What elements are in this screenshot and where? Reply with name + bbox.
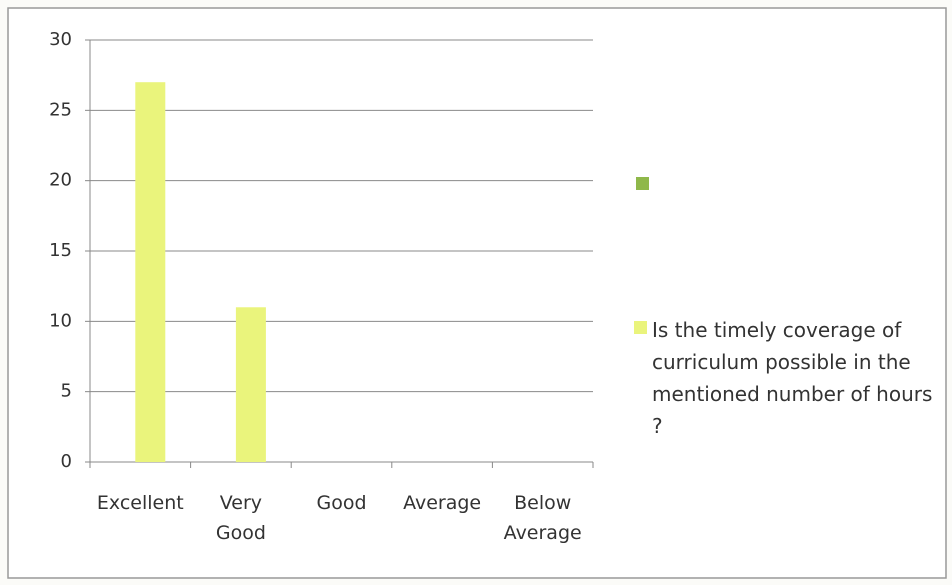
x-tick-label: Below Average bbox=[503, 492, 582, 544]
y-tick-label: 20 bbox=[49, 170, 72, 191]
y-tick-label: 10 bbox=[49, 310, 72, 331]
y-tick-label: 30 bbox=[49, 29, 72, 50]
y-tick-label: 15 bbox=[49, 240, 72, 261]
y-tick-label: 0 bbox=[61, 451, 72, 472]
legend-marker bbox=[634, 321, 647, 334]
x-tick-label: Average bbox=[403, 492, 482, 514]
bar bbox=[135, 82, 166, 462]
x-tick-label: Excellent bbox=[96, 492, 184, 514]
y-tick-label: 5 bbox=[61, 381, 72, 402]
x-tick-label: Good bbox=[316, 492, 367, 514]
bar bbox=[235, 307, 266, 462]
y-tick-label: 25 bbox=[49, 99, 72, 120]
legend-label: Is the timely coverage of curriculum pos… bbox=[652, 318, 933, 438]
x-tick-label: Very Good bbox=[215, 492, 266, 544]
legend-marker-empty bbox=[636, 177, 649, 190]
